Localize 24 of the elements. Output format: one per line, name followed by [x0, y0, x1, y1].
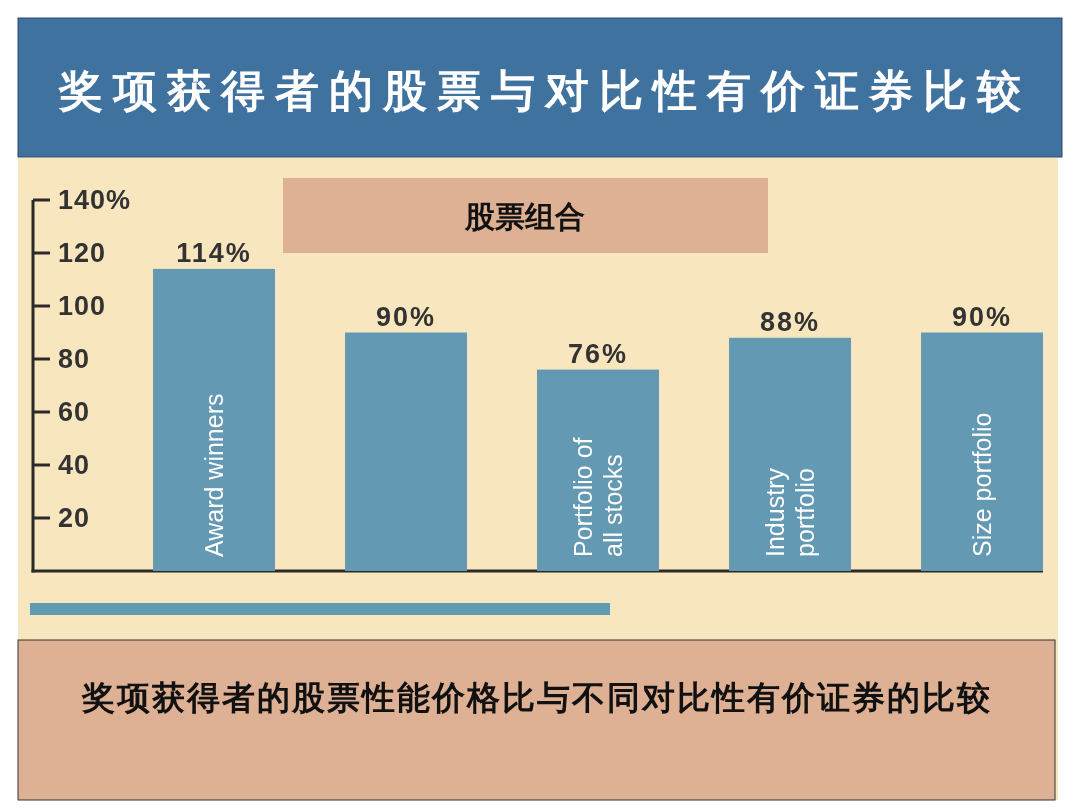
text: 奖项获得者的股票性能价格比与不同对比性有价证券的比较 — [81, 678, 992, 716]
y-tick-label: 140% — [58, 185, 132, 215]
x-tick-label: Industry portfolio — [761, 467, 819, 557]
bar — [153, 268, 275, 571]
x-tick-label: Size portfolio — [968, 412, 996, 557]
x-tick-label: Award winners — [200, 393, 228, 557]
y-tick-label: 60 — [58, 397, 91, 427]
y-tick-label: 100 — [58, 291, 107, 321]
chart-title: 奖项获得者的股票与对比性有价证券比较 — [58, 65, 1031, 115]
data-label: 76% — [567, 338, 629, 369]
data-label: 88% — [759, 306, 821, 337]
chart-subtitle: 股票组合 — [464, 199, 585, 233]
data-label: 114% — [176, 237, 252, 268]
data-label: 90% — [375, 301, 437, 332]
bar — [729, 337, 851, 571]
y-tick-label: 120 — [58, 238, 107, 268]
data-label: 90% — [951, 301, 1013, 332]
y-tick-label: 20 — [58, 503, 91, 533]
x-tick-label: Portfolio of all stocks — [569, 437, 627, 557]
bar — [921, 332, 1043, 571]
y-tick-label: 80 — [58, 344, 91, 374]
y-tick-label: 40 — [58, 450, 91, 480]
bar — [345, 332, 467, 571]
bar — [537, 369, 659, 571]
